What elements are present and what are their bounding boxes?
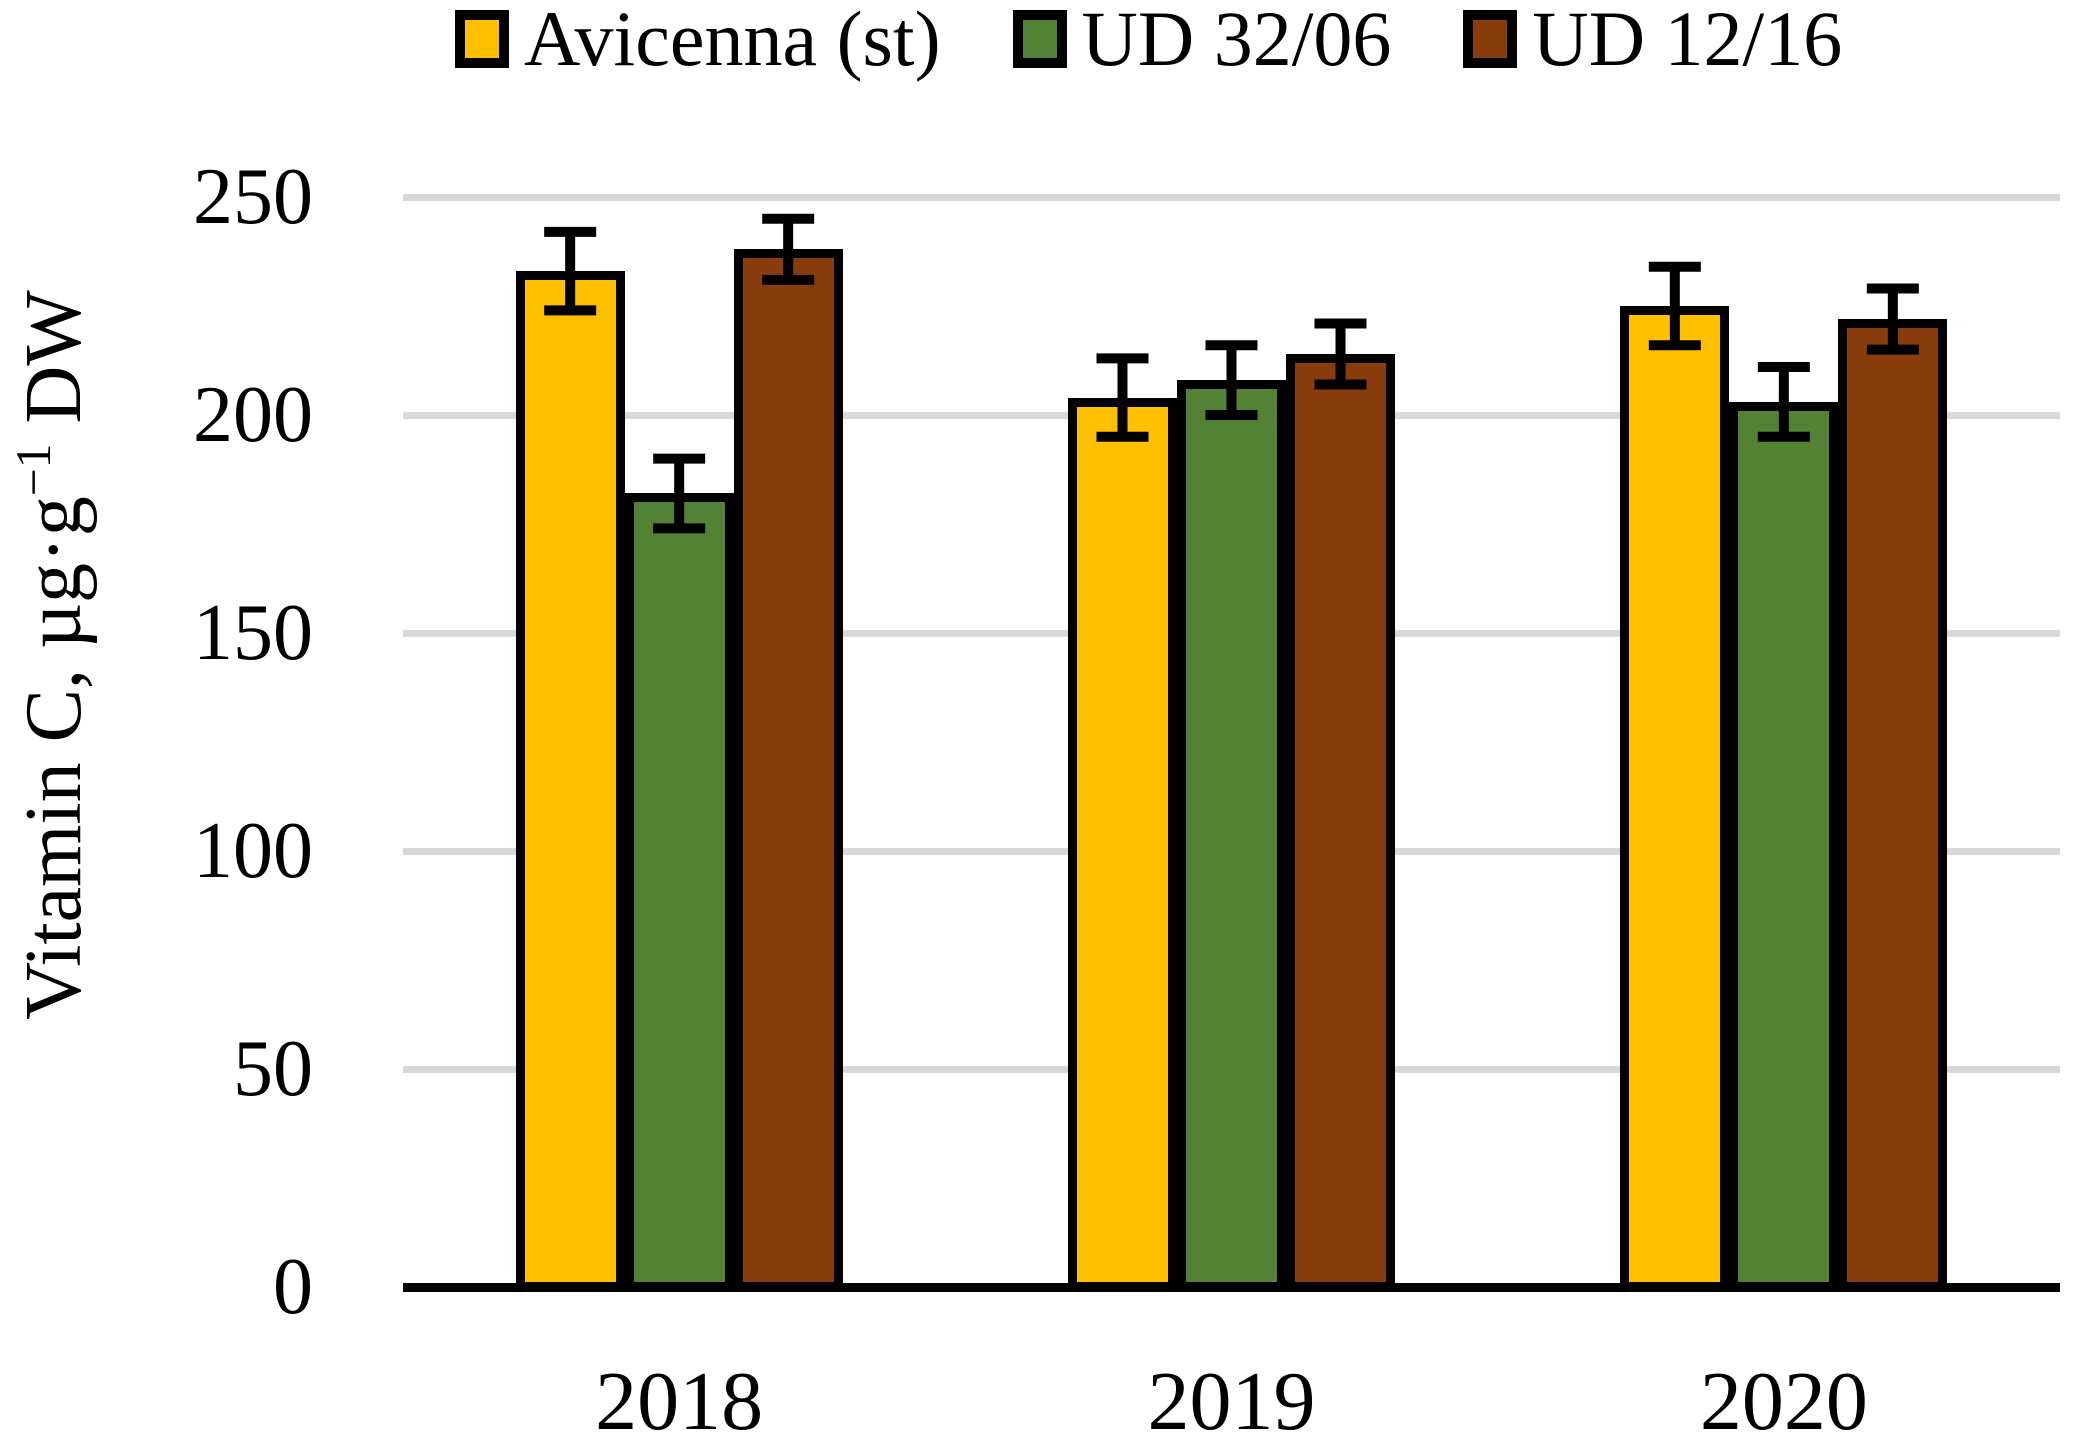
x-axis-line	[403, 1283, 2060, 1292]
legend-label: UD 32/06	[1081, 0, 1392, 82]
bar	[515, 271, 625, 1291]
bar	[1620, 306, 1730, 1291]
y-tick-label: 0	[273, 1243, 313, 1331]
bar	[1177, 380, 1286, 1291]
legend-swatch-icon	[1463, 9, 1518, 68]
y-tick-label: 150	[193, 589, 313, 677]
legend-item: UD 12/16	[1463, 0, 1842, 82]
bar	[1286, 353, 1395, 1291]
bar	[624, 493, 734, 1291]
legend-swatch-icon	[455, 9, 509, 68]
legend-item: Avicenna (st)	[455, 0, 941, 82]
y-axis-title-text: Vitamin C, µg·g	[10, 496, 98, 1020]
x-axis-label: 2020	[1699, 1355, 1868, 1442]
bar	[1838, 319, 1948, 1291]
y-tick-label: 250	[193, 153, 313, 241]
legend-swatch-icon	[1012, 9, 1067, 68]
x-axis-label: 2019	[1147, 1355, 1316, 1442]
legend: Avicenna (st) UD 32/06 UD 12/16	[455, 0, 1842, 82]
gridline	[403, 193, 2060, 201]
y-axis-title-superscript: −1	[5, 443, 61, 497]
legend-label: Avicenna (st)	[524, 0, 941, 82]
bar	[1068, 397, 1177, 1291]
y-tick-label: 50	[233, 1025, 313, 1113]
x-axis-label: 2018	[595, 1355, 764, 1442]
y-tick-label: 200	[193, 371, 313, 459]
bar	[1729, 401, 1839, 1291]
legend-label: UD 12/16	[1532, 0, 1843, 82]
bar	[733, 249, 843, 1291]
legend-item: UD 32/06	[1012, 0, 1392, 82]
y-tick-label: 100	[193, 807, 313, 895]
